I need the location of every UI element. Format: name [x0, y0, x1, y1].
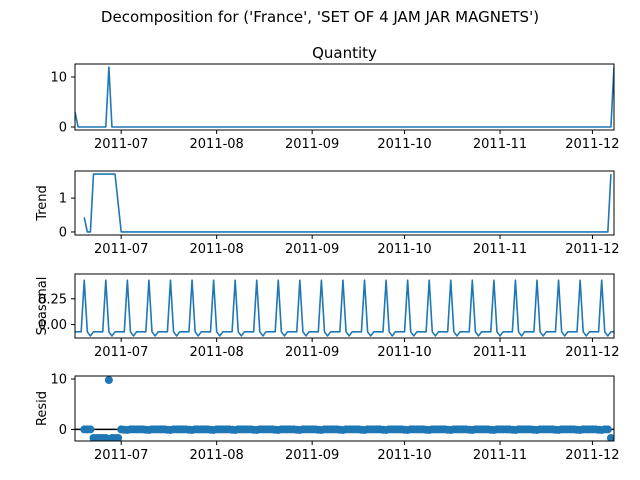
axes-frame: [74, 375, 615, 442]
x-tick-label: 2011-10: [377, 242, 431, 257]
resid-point: [114, 433, 123, 441]
series-line: [75, 66, 614, 128]
y-tick-label: 0: [59, 225, 67, 240]
x-tick-label: 2011-09: [285, 137, 339, 152]
resid-point: [101, 433, 110, 441]
x-tick-label: 2011-11: [473, 137, 527, 152]
resid-point: [603, 425, 612, 434]
y-tick-label: 10: [50, 71, 67, 86]
seasonal-line: [75, 279, 614, 337]
panel-resid: 2011-07 2011-08 2011-09 2011-10 2011-11 2011-…: [35, 373, 620, 463]
figure-suptitle: Decomposition for ('France', 'SET OF 4 J…: [101, 8, 539, 26]
x-tick-label: 2011-07: [94, 448, 148, 463]
plot-area: [83, 173, 612, 233]
y-tick-label: 0: [59, 121, 67, 136]
x-tick-label: 2011-12: [565, 137, 619, 152]
x-tick-label: 2011-09: [285, 242, 339, 257]
plot-area: [75, 66, 614, 128]
plot-area: [75, 376, 614, 441]
x-tick-label: 2011-08: [190, 137, 244, 152]
x-tick-label: 2011-11: [473, 345, 527, 360]
panel-title: Quantity: [312, 44, 377, 62]
x-tick-label: 2011-08: [190, 242, 244, 257]
x-tick-label: 2011-09: [285, 345, 339, 360]
x-tick-label: 2011-12: [565, 242, 619, 257]
axes-frame: [74, 63, 615, 131]
x-tick-label: 2011-10: [377, 137, 431, 152]
y-tick-label: 0.25: [38, 292, 67, 307]
panels: 2011-07 2011-08 2011-09 2011-10 2011-11 2011-…: [35, 44, 620, 463]
x-tick-label: 2011-11: [473, 448, 527, 463]
panel-observed: 2011-07 2011-08 2011-09 2011-10 2011-11 2011-…: [50, 44, 619, 152]
x-tick-label: 2011-12: [565, 345, 619, 360]
y-tick-label: 10: [50, 373, 67, 388]
y-tick-label: 1: [59, 192, 67, 207]
series-line: [83, 173, 612, 233]
x-tick-label: 2011-08: [190, 448, 244, 463]
panel-trend: 2011-07 2011-08 2011-09 2011-10 2011-11 2011-…: [35, 170, 620, 257]
axes-frame: [74, 273, 615, 339]
y-axis-label: Resid: [35, 391, 50, 426]
x-tick-label: 2011-07: [94, 137, 148, 152]
x-tick-label: 2011-10: [377, 448, 431, 463]
resid-point: [104, 376, 113, 385]
x-tick-label: 2011-12: [565, 448, 619, 463]
x-tick-label: 2011-07: [94, 242, 148, 257]
y-tick-label: 0: [59, 423, 67, 438]
resid-point: [86, 425, 95, 434]
x-tick-label: 2011-11: [473, 242, 527, 257]
resid-point: [606, 433, 614, 441]
x-tick-label: 2011-07: [94, 345, 148, 360]
y-tick-label: 0.00: [38, 318, 67, 333]
x-tick-label: 2011-09: [285, 448, 339, 463]
x-tick-label: 2011-10: [377, 345, 431, 360]
y-axis-label: Seasonal: [35, 277, 50, 336]
panel-seasonal: 2011-07 2011-08 2011-09 2011-10 2011-11 2011-…: [35, 273, 620, 360]
y-axis-label: Trend: [35, 185, 50, 222]
plot-area: [75, 279, 614, 337]
x-tick-label: 2011-08: [190, 345, 244, 360]
axes-frame: [74, 170, 615, 236]
